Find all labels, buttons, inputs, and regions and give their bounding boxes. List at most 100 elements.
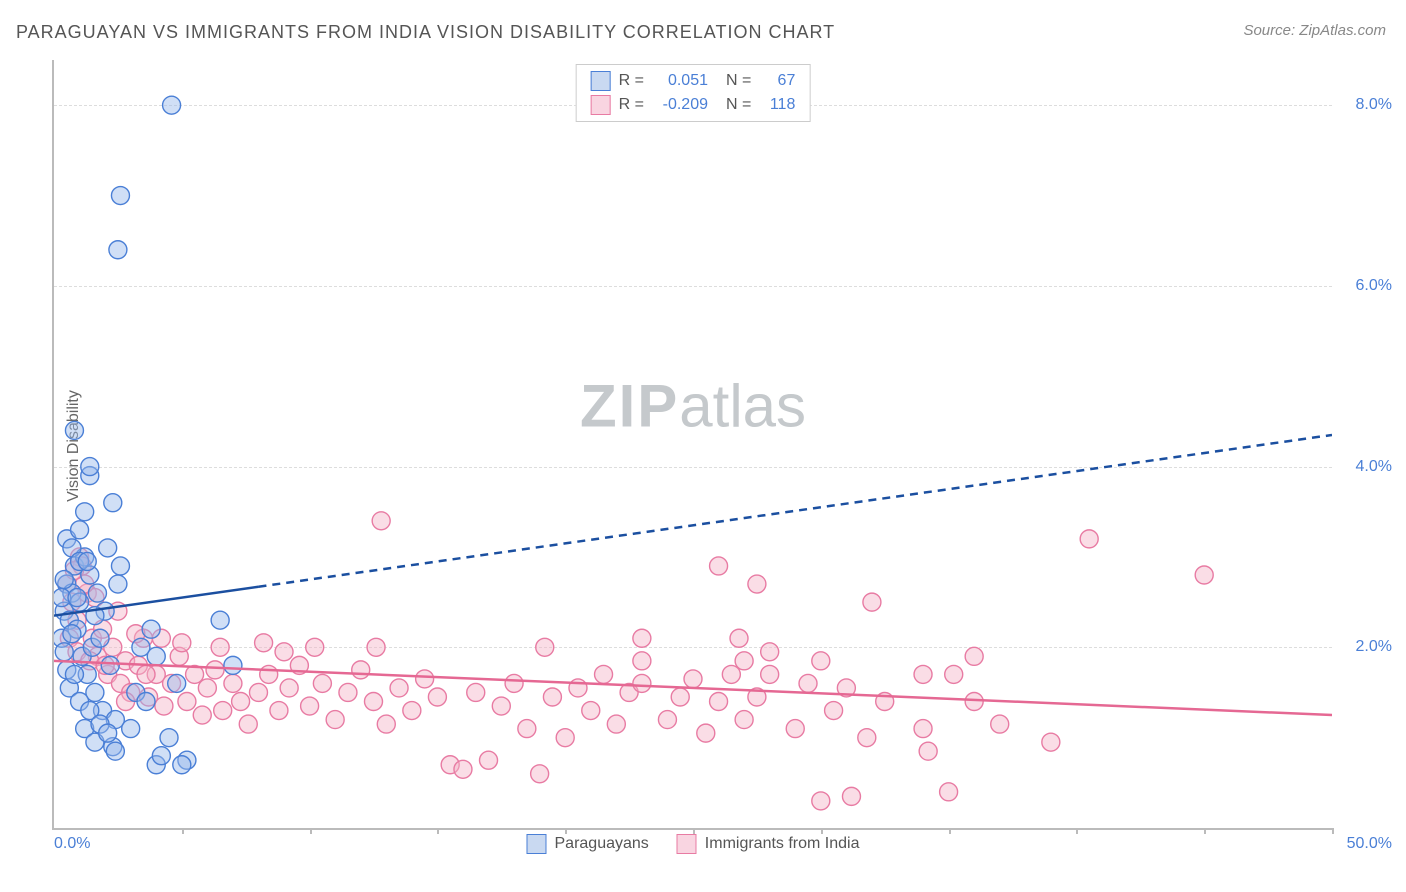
pink-swatch-icon	[677, 834, 697, 854]
scatter-point	[137, 665, 155, 683]
plot-area: ZIPatlas R = 0.051 N = 67 R = -0.209 N =…	[52, 60, 1332, 830]
r-value-1: 0.051	[652, 69, 708, 93]
scatter-point	[163, 96, 181, 114]
scatter-point	[919, 742, 937, 760]
scatter-point	[55, 571, 73, 589]
scatter-point	[270, 702, 288, 720]
scatter-point	[76, 503, 94, 521]
scatter-point	[403, 702, 421, 720]
scatter-point	[306, 638, 324, 656]
y-tick-label: 4.0%	[1342, 458, 1392, 476]
scatter-point	[658, 711, 676, 729]
scatter-point	[914, 720, 932, 738]
scatter-point	[761, 643, 779, 661]
scatter-point	[224, 674, 242, 692]
chart-container: PARAGUAYAN VS IMMIGRANTS FROM INDIA VISI…	[0, 0, 1406, 892]
scatter-point	[722, 665, 740, 683]
scatter-point	[260, 665, 278, 683]
n-label-2: N =	[726, 93, 751, 117]
scatter-point	[99, 539, 117, 557]
scatter-point	[390, 679, 408, 697]
scatter-point	[249, 683, 267, 701]
y-tick-label: 8.0%	[1342, 96, 1392, 114]
scatter-point	[224, 656, 242, 674]
scatter-point	[137, 693, 155, 711]
scatter-point	[480, 751, 498, 769]
scatter-point	[275, 643, 293, 661]
scatter-point	[748, 575, 766, 593]
x-axis-max-label: 50.0%	[1347, 835, 1392, 853]
scatter-point	[697, 724, 715, 742]
scatter-point	[863, 593, 881, 611]
scatter-point	[55, 643, 73, 661]
scatter-point	[65, 665, 83, 683]
r-label-1: R =	[619, 69, 644, 93]
scatter-point	[730, 629, 748, 647]
scatter-point	[367, 638, 385, 656]
scatter-point	[122, 720, 140, 738]
scatter-point	[467, 683, 485, 701]
scatter-point	[812, 792, 830, 810]
scatter-point	[160, 729, 178, 747]
scatter-point	[198, 679, 216, 697]
trend-line	[258, 435, 1332, 587]
scatter-point	[106, 742, 124, 760]
y-tick-label: 6.0%	[1342, 277, 1392, 295]
scatter-point	[428, 688, 446, 706]
scatter-point	[710, 693, 728, 711]
scatter-point	[339, 683, 357, 701]
scatter-point	[91, 629, 109, 647]
scatter-point	[104, 494, 122, 512]
scatter-point	[147, 647, 165, 665]
scatter-point	[582, 702, 600, 720]
scatter-point	[945, 665, 963, 683]
legend-label-blue: Paraguayans	[554, 835, 648, 853]
r-value-2: -0.209	[652, 93, 708, 117]
scatter-point	[81, 458, 99, 476]
stats-legend: R = 0.051 N = 67 R = -0.209 N = 118	[576, 64, 811, 122]
scatter-point	[607, 715, 625, 733]
scatter-point	[239, 715, 257, 733]
scatter-point	[556, 729, 574, 747]
scatter-point	[352, 661, 370, 679]
scatter-point	[211, 611, 229, 629]
pink-swatch-icon	[591, 95, 611, 115]
scatter-point	[211, 638, 229, 656]
series-legend: Paraguayans Immigrants from India	[526, 834, 859, 854]
scatter-point	[633, 629, 651, 647]
scatter-point	[825, 702, 843, 720]
legend-item-blue: Paraguayans	[526, 834, 648, 854]
chart-title: PARAGUAYAN VS IMMIGRANTS FROM INDIA VISI…	[16, 22, 835, 43]
scatter-point	[78, 552, 96, 570]
legend-label-pink: Immigrants from India	[705, 835, 860, 853]
scatter-point	[193, 706, 211, 724]
scatter-point	[812, 652, 830, 670]
scatter-point	[255, 634, 273, 652]
scatter-point	[735, 652, 753, 670]
scatter-point	[111, 187, 129, 205]
scatter-point	[761, 665, 779, 683]
scatter-point	[101, 656, 119, 674]
scatter-point	[1195, 566, 1213, 584]
scatter-point	[1042, 733, 1060, 751]
scatter-point	[109, 241, 127, 259]
scatter-point	[735, 711, 753, 729]
scatter-point	[416, 670, 434, 688]
x-axis-min-label: 0.0%	[54, 835, 90, 853]
scatter-point	[88, 584, 106, 602]
scatter-point	[68, 589, 86, 607]
n-value-1: 67	[759, 69, 795, 93]
scatter-point	[142, 620, 160, 638]
scatter-point	[152, 747, 170, 765]
scatter-point	[799, 674, 817, 692]
scatter-svg	[54, 60, 1332, 828]
scatter-point	[842, 787, 860, 805]
scatter-point	[111, 557, 129, 575]
scatter-point	[536, 638, 554, 656]
scatter-point	[377, 715, 395, 733]
scatter-point	[313, 674, 331, 692]
scatter-point	[178, 693, 196, 711]
scatter-point	[155, 697, 173, 715]
scatter-point	[214, 702, 232, 720]
scatter-point	[595, 665, 613, 683]
